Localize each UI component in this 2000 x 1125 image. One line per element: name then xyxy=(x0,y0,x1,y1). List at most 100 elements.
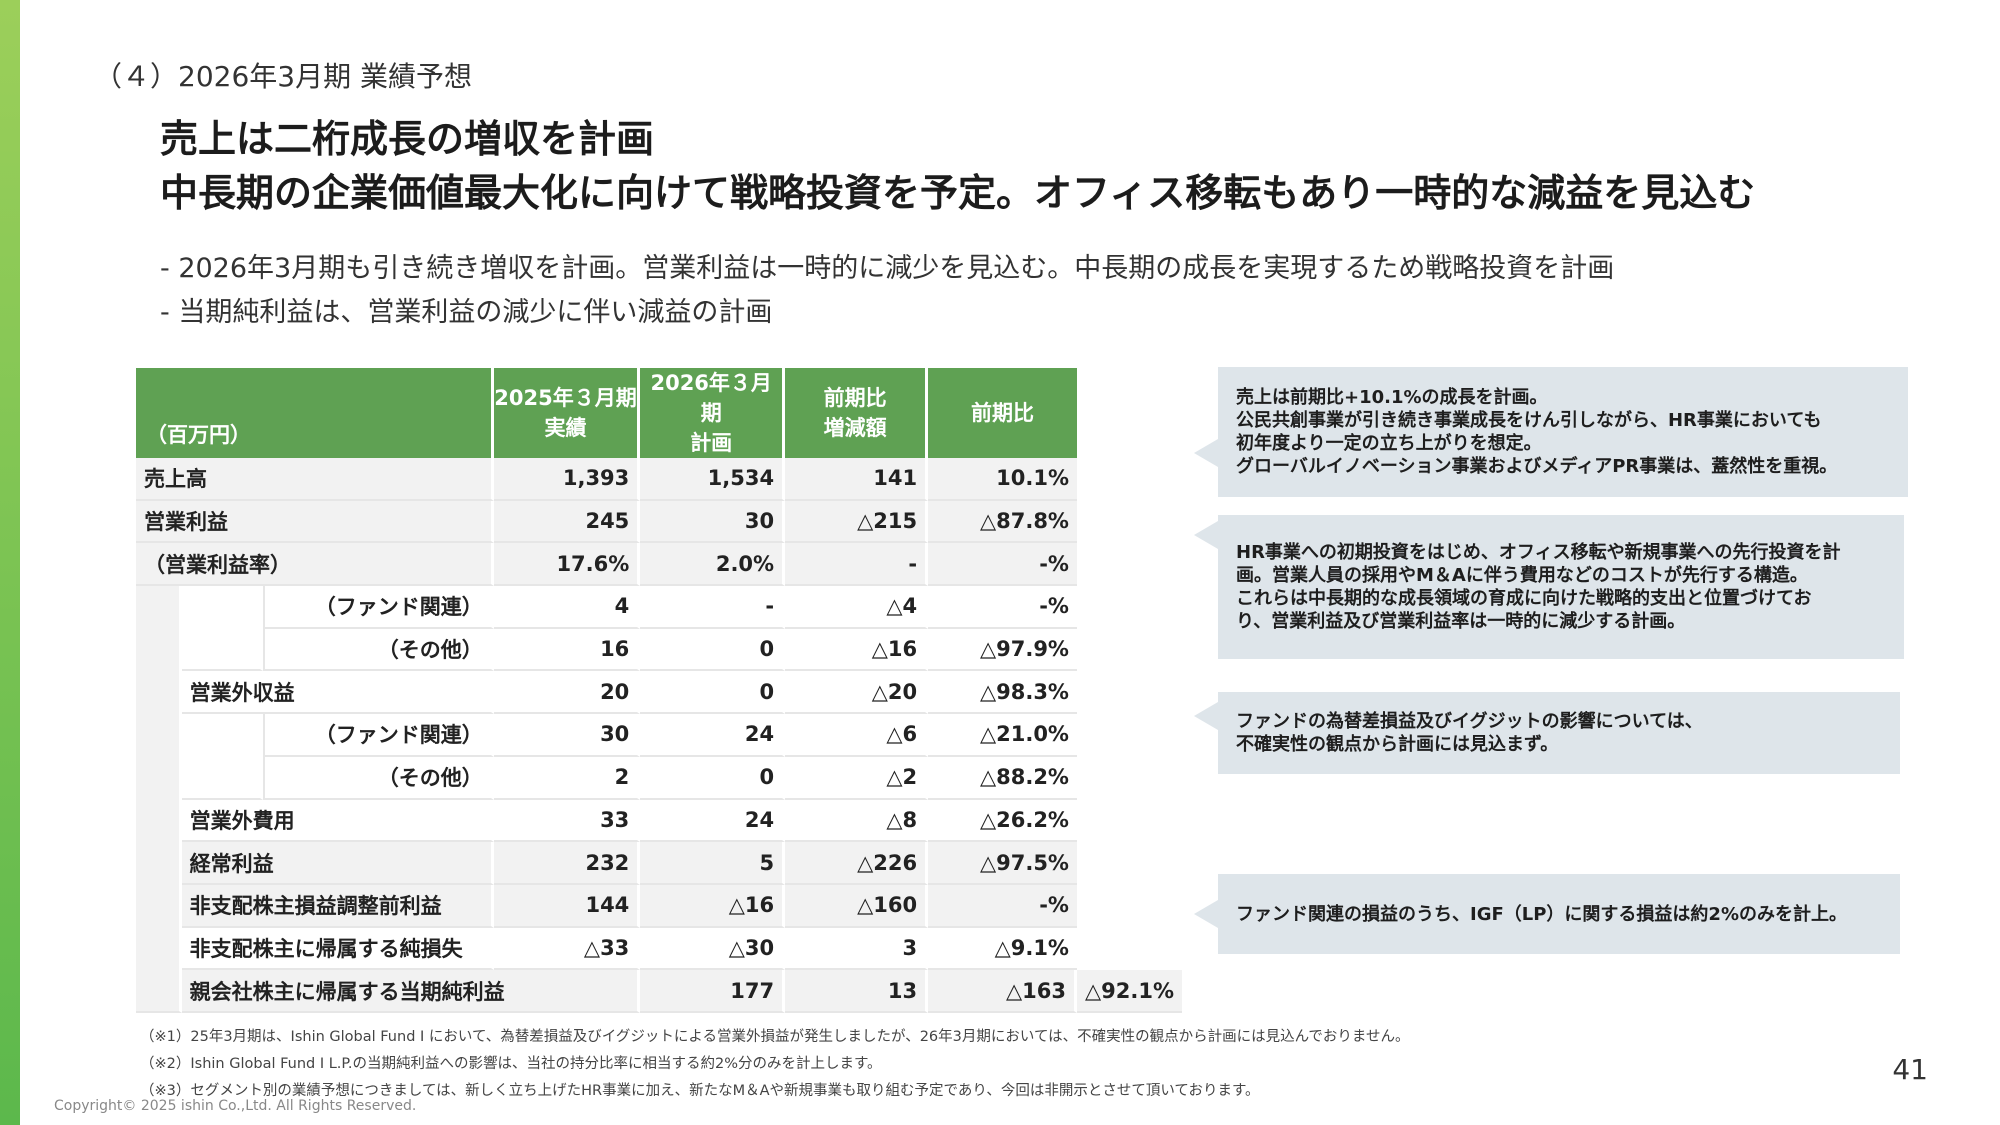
callout-pointer xyxy=(1194,702,1218,730)
title-line-2: 中長期の企業価値最大化に向けて戦略投資を予定。オフィス移転もあり一時的な減益を見… xyxy=(160,171,1756,215)
cell-value: 3 xyxy=(785,927,929,971)
callout-sales: 売上は前期比+10.1%の成長を計画。 公民共創事業が引き続き事業成長をけん引し… xyxy=(1194,367,1908,497)
cell-value: - xyxy=(640,586,786,629)
section-heading: （４）2026年3月期 業績予想 xyxy=(94,60,472,93)
cell-value: 245 xyxy=(493,500,641,544)
cell-value: -% xyxy=(928,543,1077,587)
cell-value: 1,534 xyxy=(640,458,786,501)
cell-value: 0 xyxy=(640,671,786,715)
cell-value: △87.8% xyxy=(928,500,1077,544)
row-indent-gutter xyxy=(136,586,182,1013)
cell-value: 0 xyxy=(640,756,786,800)
callout-operating-profit: HR事業への初期投資をはじめ、オフィス移転や新規事業への先行投資を計 画。営業人… xyxy=(1194,515,1904,659)
row-label: （ファンド関連） xyxy=(262,586,494,629)
cell-value: △16 xyxy=(640,884,786,928)
table-row: 非支配株主損益調整前利益 144 △16 △160 -% xyxy=(136,884,1182,928)
cell-value: △163 xyxy=(928,970,1077,1013)
cell-value: 5 xyxy=(640,842,786,885)
cell-value: △8 xyxy=(785,799,929,843)
header-fy2025-actual: 2025年３月期 実績 xyxy=(493,368,641,458)
header-fy2026-plan: 2026年３月期 計画 xyxy=(640,368,786,458)
cell-value: △215 xyxy=(785,500,929,544)
cell-value: 177 xyxy=(640,970,786,1013)
row-label: 売上高 xyxy=(136,458,494,501)
accent-side-bar xyxy=(0,0,20,1125)
cell-value: △97.9% xyxy=(928,629,1077,672)
cell-value: 0 xyxy=(640,628,786,672)
table-row: （ファンド関連） 30 24 △6 △21.0% xyxy=(136,714,1182,800)
table-header-row: （百万円） 2025年３月期 実績 2026年３月期 計画 前期比 増減額 前期比 xyxy=(136,368,1182,458)
row-label: （営業利益率） xyxy=(136,543,494,587)
unit-header: （百万円） xyxy=(136,368,494,458)
cell-value: 24 xyxy=(640,714,786,757)
page-number: 41 xyxy=(1892,1053,1928,1086)
bullet-item: - 2026年3月期も引き続き増収を計画。営業利益は一時的に減少を見込む。中長期… xyxy=(160,253,1615,284)
cell-value: △97.5% xyxy=(928,842,1077,885)
footnote: （※1）25年3月期は、Ishin Global Fund I において、為替差… xyxy=(140,1029,1410,1045)
row-indent-gutter xyxy=(181,586,263,672)
cell-value: △2 xyxy=(785,756,929,800)
cell-value: 4 xyxy=(493,586,641,629)
cell-value: △30 xyxy=(640,927,786,971)
table-row: （ファンド関連） 4 - △4 -% xyxy=(136,586,1182,1013)
footnote: （※2）Ishin Global Fund I L.P.の当期純利益への影響は、… xyxy=(140,1056,882,1072)
cell-value: 13 xyxy=(785,970,929,1013)
table-row: 経常利益 232 5 △226 △97.5% xyxy=(136,842,1182,885)
bullet-item: - 当期純利益は、営業利益の減少に伴い減益の計画 xyxy=(160,297,773,328)
table-row: 非支配株主に帰属する純損失 △33 △30 3 △9.1% xyxy=(136,927,1182,971)
cell-value: △88.2% xyxy=(928,757,1077,800)
callout-fund-fx: ファンドの為替差損益及びイグジットの影響については、 不確実性の観点から計画には… xyxy=(1194,692,1900,774)
cell-value: △20 xyxy=(785,671,929,715)
table-row: 営業利益 245 30 △215 △87.8% xyxy=(136,500,1182,544)
cell-value: 2 xyxy=(493,756,641,800)
row-label: 非支配株主に帰属する純損失 xyxy=(181,927,494,971)
cell-value: 17.6% xyxy=(493,543,641,587)
callout-igf-lp: ファンド関連の損益のうち、IGF（LP）に関する損益は約2%のみを計上。 xyxy=(1194,874,1900,954)
callout-pointer xyxy=(1194,900,1218,928)
header-yoy-ratio: 前期比 xyxy=(928,368,1077,458)
cell-value: 144 xyxy=(493,884,641,928)
cell-value: 10.1% xyxy=(928,458,1077,501)
table-row: （その他） 2 0 △2 △88.2% xyxy=(136,756,1182,800)
table-row: 営業外費用 33 24 △8 △26.2% xyxy=(136,799,1182,843)
table-row: 親会社株主に帰属する当期純利益 177 13 △163 △92.1% xyxy=(136,970,1182,1013)
cell-value: △92.1% xyxy=(1076,970,1182,1013)
cell-value: △26.2% xyxy=(928,800,1077,843)
page-title: 売上は二桁成長の増収を計画 中長期の企業価値最大化に向けて戦略投資を予定。オフィ… xyxy=(160,112,1755,220)
row-label: 経常利益 xyxy=(181,842,494,885)
table-row: 営業外収益 20 0 △20 △98.3% xyxy=(136,671,1182,715)
cell-value: 232 xyxy=(493,842,641,885)
cell-value: - xyxy=(785,543,929,587)
row-label: 営業外収益 xyxy=(181,671,494,715)
cell-value: △16 xyxy=(785,628,929,672)
footnote: （※3）セグメント別の業績予想につきましては、新しく立ち上げたHR事業に加え、新… xyxy=(140,1083,1260,1099)
row-indent-gutter xyxy=(181,714,263,800)
cell-value: 1,393 xyxy=(493,458,641,501)
cell-value: -% xyxy=(928,884,1077,928)
cell-value: 20 xyxy=(493,671,641,715)
table-row: 売上高 1,393 1,534 141 10.1% xyxy=(136,458,1182,501)
row-label: 営業外費用 xyxy=(181,799,494,843)
title-line-1: 売上は二桁成長の増収を計画 xyxy=(160,117,655,161)
cell-value: △6 xyxy=(785,714,929,757)
cell-value: △226 xyxy=(785,842,929,885)
row-label: （ファンド関連） xyxy=(262,714,494,757)
table-row: （その他） 16 0 △16 △97.9% xyxy=(136,628,1182,672)
callout-pointer xyxy=(1194,521,1218,549)
cell-value: 24 xyxy=(640,799,786,843)
callout-pointer xyxy=(1194,439,1218,467)
cell-value: △33 xyxy=(493,927,641,971)
cell-value: △9.1% xyxy=(928,928,1077,971)
cell-value: △98.3% xyxy=(928,671,1077,715)
cell-value: 16 xyxy=(493,628,641,672)
table-row: （営業利益率） 17.6% 2.0% - -% xyxy=(136,543,1182,587)
cell-value: -% xyxy=(928,586,1077,629)
cell-value: 30 xyxy=(493,714,641,757)
cell-value: 30 xyxy=(640,500,786,544)
cell-value: 2.0% xyxy=(640,543,786,587)
row-label: 非支配株主損益調整前利益 xyxy=(181,884,494,928)
cell-value: 33 xyxy=(493,799,641,843)
row-label: 営業利益 xyxy=(136,500,494,544)
cell-value: 141 xyxy=(785,458,929,501)
cell-value: △160 xyxy=(785,884,929,928)
